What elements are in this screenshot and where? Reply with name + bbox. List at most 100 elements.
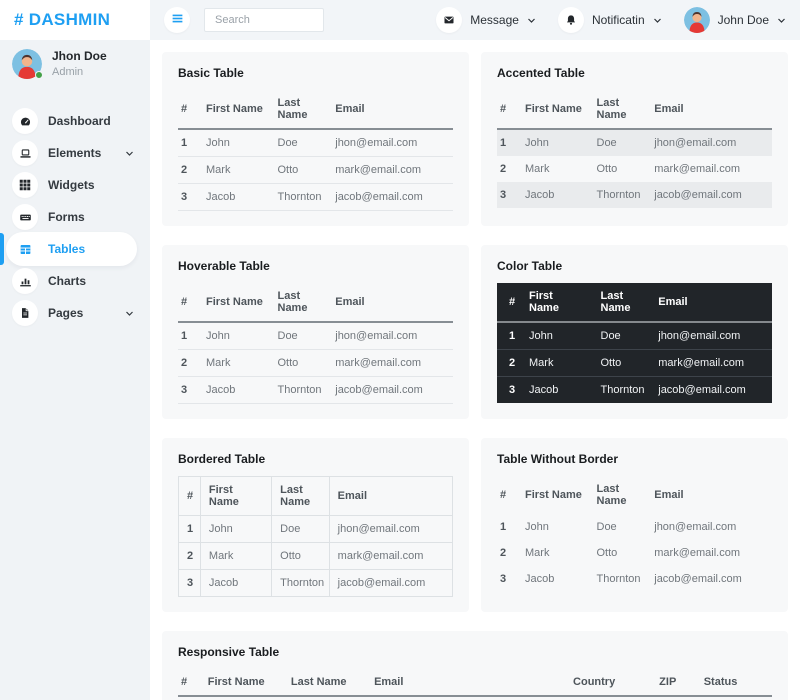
table-cell: jacob@email.com [328, 569, 454, 597]
table-cell: Doe [277, 137, 298, 149]
row-number-cell: 2 [497, 349, 519, 377]
table-card-bordered: Bordered Table # First Name Last Name Email 1… [162, 438, 469, 612]
card-title: Responsive Table [178, 645, 280, 659]
table-cell: 123 [653, 696, 698, 700]
card-title: Accented Table [497, 66, 585, 80]
table-row: 3 Jacob Thornton jacob@email.com [178, 569, 454, 597]
envelope-icon [436, 7, 463, 33]
row-number-cell: 3 [178, 183, 200, 211]
sidebar-item-dashboard[interactable]: Dashboard [0, 105, 150, 137]
table-cell: jacob@email.com [648, 376, 772, 403]
table-cell: jacob@email.com [329, 376, 453, 404]
table-cell: John [202, 696, 285, 700]
bar-chart-icon [12, 268, 38, 294]
column-header: First Name [525, 489, 582, 501]
table-cell: Thornton [596, 573, 641, 585]
table-card-basic: Basic Table # First Name Last Name Email 1 Joh… [162, 52, 469, 226]
table-row: 1 John Doe jhon@email.com [178, 515, 454, 543]
table-cell: Mark [525, 163, 550, 175]
sidebar-item-label: Dashboard [48, 114, 111, 128]
table-cell: mark@email.com [328, 542, 454, 570]
search-input[interactable] [204, 8, 324, 32]
table-cell: Thornton [596, 189, 641, 201]
table-cell: jhon@email.com [648, 321, 772, 350]
column-header: First Name [519, 90, 591, 130]
table-cell: Thornton [590, 376, 649, 403]
table-row: 2 Mark Otto mark@email.com [497, 349, 772, 377]
row-number-cell: 2 [500, 547, 507, 559]
row-number-cell: 3 [178, 569, 201, 597]
column-header: Email [329, 90, 453, 130]
notifications-label: Notificatin [591, 13, 645, 27]
column-header: First Name [200, 283, 272, 323]
table-row[interactable]: 2 Mark Otto mark@email.com [178, 349, 453, 377]
sidebar-item-elements[interactable]: Elements [0, 137, 150, 169]
row-number-cell: 1 [500, 521, 507, 533]
table-cell: Jacob [200, 376, 272, 404]
header-row: # First Name Last Name Email [497, 283, 772, 323]
table-row: 1 John Doe jhon@email.com [178, 129, 453, 157]
card-title: Basic Table [178, 66, 244, 80]
table-cell: Doe [285, 696, 368, 700]
table-card-striped: Accented Table # First Name Last Name Email 1… [481, 52, 788, 226]
online-status-dot [35, 71, 43, 79]
header-row: # First Name Last Name Email [497, 90, 772, 130]
table-card-hover: Hoverable Table # First Name Last Name Email… [162, 245, 469, 419]
sidebar-toggle-button[interactable] [164, 7, 190, 33]
table-row: 2 Mark Otto mark@email.com [497, 156, 772, 182]
column-header: Email [368, 669, 568, 697]
table-row: 3 Jacob Thornton jacob@email.com [178, 183, 453, 211]
table-cell: Otto [271, 156, 330, 184]
row-number-cell: 1 [178, 696, 202, 700]
brand-logo: # DASHMIN [14, 10, 111, 29]
sidebar-item-pages[interactable]: Pages [0, 297, 150, 329]
table-cell: John [206, 330, 230, 342]
sidebar-item-tables[interactable]: Tables [0, 232, 150, 266]
column-header: First Name [199, 476, 273, 516]
user-menu[interactable]: John Doe [683, 7, 786, 33]
dark-table: # First Name Last Name Email 1 John Doe jhon@em… [497, 283, 772, 403]
sidebar-item-charts[interactable]: Charts [0, 265, 150, 297]
borderless-table: # First Name Last Name Email 1 John Doe jhon@em… [497, 476, 772, 592]
chevron-down-icon [125, 309, 134, 318]
navbar-right: Message Notificatin [414, 7, 786, 33]
messages-label: Message [470, 13, 519, 27]
table-cell: jhon@email.com [328, 515, 454, 543]
table-cell: jhon@email.com [654, 521, 737, 533]
column-header: Last Name [271, 476, 330, 516]
sidebar-item-label: Widgets [48, 178, 95, 192]
table-row[interactable]: 3 Jacob Thornton jacob@email.com [178, 376, 453, 404]
row-number-cell: 1 [497, 321, 519, 350]
table-cell: jacob@email.com [329, 183, 453, 211]
row-number-cell: 1 [181, 330, 188, 342]
row-number-cell: 3 [178, 376, 200, 404]
bordered-table: # First Name Last Name Email 1 John Doe jhon@em… [178, 476, 454, 597]
column-header: Email [328, 476, 454, 516]
grid-icon [12, 172, 38, 198]
column-header: Last Name [590, 90, 649, 130]
brand[interactable]: # DASHMIN [0, 0, 150, 40]
column-header: Email [648, 90, 772, 130]
sidebar-profile: Jhon Doe Admin [0, 40, 150, 91]
table-cell: mark@email.com [329, 349, 453, 377]
column-header: ZIP [653, 669, 698, 697]
user-avatar [683, 7, 710, 33]
basic-table: # First Name Last Name Email 1 John Doe jhon@em… [178, 90, 453, 211]
column-header: First Name [200, 90, 272, 130]
row-number-cell: 2 [500, 163, 507, 175]
row-number-cell: 3 [497, 376, 519, 403]
table-row[interactable]: 1 John Doe jhon@email.com [178, 322, 453, 350]
column-header: # [178, 476, 201, 516]
table-cell: Otto [590, 349, 649, 377]
sidebar-item-forms[interactable]: Forms [0, 201, 150, 233]
table-cell: Mark [200, 156, 272, 184]
messages-menu[interactable]: Message [436, 7, 536, 33]
notifications-menu[interactable]: Notificatin [557, 7, 662, 33]
table-cell: jhon@email.com [335, 137, 418, 149]
table-row: 3 Jacob Thornton jacob@email.com [497, 182, 772, 208]
table-cell: Jacob [519, 376, 591, 403]
sidebar-item-widgets[interactable]: Widgets [0, 169, 150, 201]
row-number-cell: 2 [178, 542, 201, 570]
table-row: 3 Jacob Thornton jacob@email.com [497, 376, 772, 403]
column-header: Last Name [284, 669, 369, 697]
